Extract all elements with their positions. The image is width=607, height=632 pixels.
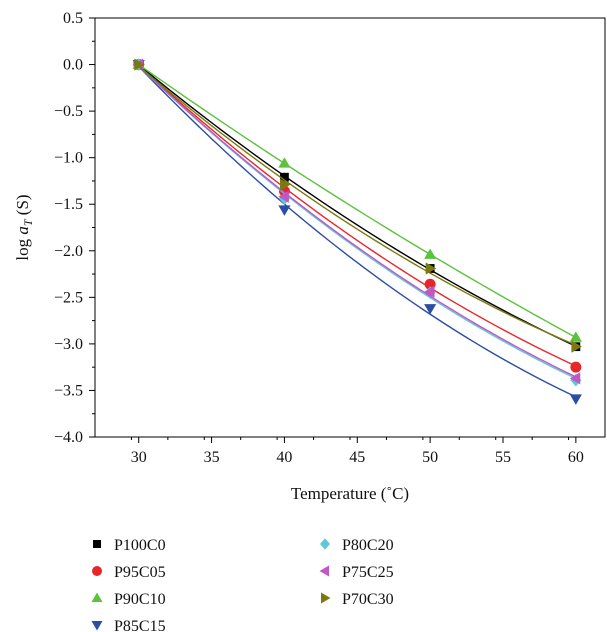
y-tick-label: 0.0 [63, 57, 83, 74]
legend-item: P85C15 [91, 618, 166, 632]
legend-marker [320, 538, 330, 550]
legend-item: P75C25 [319, 564, 394, 581]
series-layer [132, 58, 582, 405]
series-line [138, 65, 577, 398]
legend-marker [93, 540, 101, 548]
legend-label: P90C10 [114, 591, 166, 608]
legend-item: P80C20 [320, 537, 394, 554]
legend-marker [91, 592, 103, 602]
series-line [138, 65, 577, 346]
y-tick-label: −3.0 [54, 336, 83, 353]
x-axis-title: Temperature (˚C) [291, 484, 409, 503]
y-tick-label: −4.0 [54, 429, 83, 446]
data-point [425, 262, 437, 275]
y-axis-title-var: a [13, 226, 32, 235]
series-line [138, 65, 577, 380]
legend-label: P100C0 [114, 537, 166, 554]
axes: 30 35 40 45 50 55 60 0.5 0.0 −0.5 −1.0 −1.5 −2.0 −2.5… [13, 10, 606, 503]
x-tick-label: 30 [131, 449, 147, 466]
legend-label: P95C05 [114, 564, 166, 581]
y-tick-label: −1.5 [54, 196, 83, 213]
y-axis-title-prefix: log [13, 235, 32, 261]
x-tick-label: 50 [422, 449, 438, 466]
y-axis-title-sub: T [21, 218, 35, 226]
legend: P100C0 P95C05 P90C10 P85C15 P80C20 P75C25 P70C… [91, 537, 394, 632]
data-point [134, 58, 145, 71]
data-point [424, 304, 437, 315]
series-line [138, 65, 577, 378]
legend-label: P80C20 [342, 537, 394, 554]
x-tick-label: 60 [568, 449, 584, 466]
series-P90C10 [132, 58, 582, 342]
legend-marker [319, 565, 329, 577]
x-tick-label: 35 [204, 449, 220, 466]
data-point [424, 248, 437, 259]
legend-marker [321, 592, 331, 604]
legend-marker [91, 621, 103, 631]
y-tick-label: 0.5 [63, 10, 83, 27]
series-line [138, 63, 577, 339]
legend-label: P75C25 [342, 564, 394, 581]
series-P95C05 [133, 59, 582, 373]
series-P70C30 [134, 58, 582, 353]
y-axis-title-suffix: (S) [13, 194, 32, 219]
y-tick-label: −1.0 [54, 150, 83, 167]
legend-label: P70C30 [342, 591, 394, 608]
legend-item: P90C10 [91, 591, 166, 608]
legend-marker [92, 566, 102, 576]
data-point [571, 340, 582, 353]
series-P100C0 [134, 60, 581, 352]
data-point [569, 394, 582, 405]
x-tick-label: 45 [349, 449, 365, 466]
y-tick-label: −2.5 [54, 289, 83, 306]
data-point [424, 285, 435, 298]
y-axis-title: log aT (S) [13, 194, 35, 260]
data-point [280, 172, 289, 182]
legend-item: P70C30 [321, 591, 394, 608]
y-tick-label: −0.5 [54, 103, 83, 120]
data-point [569, 331, 582, 342]
plot-frame [94, 17, 606, 438]
y-tick-label: −3.5 [54, 382, 83, 399]
data-point [570, 361, 582, 373]
legend-label: P85C15 [114, 618, 166, 632]
series-line [138, 65, 577, 367]
x-tick-label: 55 [495, 449, 511, 466]
data-point [280, 178, 291, 191]
series-line [138, 64, 577, 347]
legend-item: P95C05 [92, 564, 166, 581]
data-point [569, 372, 581, 385]
legend-item: P100C0 [93, 537, 166, 554]
data-point [278, 190, 289, 203]
data-point [278, 205, 291, 216]
data-point [278, 157, 291, 168]
series-P85C15 [132, 60, 582, 405]
x-tick-label: 40 [276, 449, 292, 466]
y-tick-label: −2.0 [54, 243, 83, 260]
